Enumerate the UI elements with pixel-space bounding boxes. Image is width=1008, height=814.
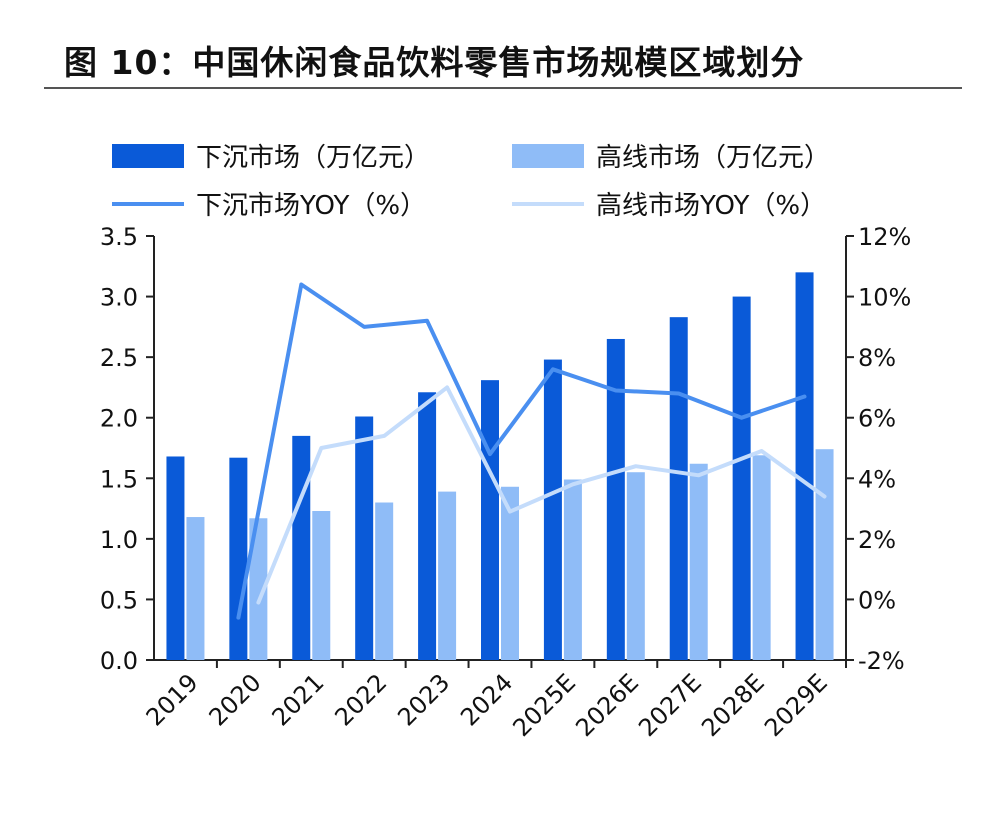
- x-tick-label: 2019: [141, 668, 204, 731]
- title-divider: [44, 87, 962, 89]
- bar-lower-tier: [732, 296, 751, 660]
- left-tick-label: 3.0: [100, 284, 138, 312]
- legend-label: 下沉市场YOY（%）: [196, 191, 426, 221]
- left-tick-label: 0.5: [100, 586, 138, 614]
- bar-higher-tier: [312, 510, 331, 660]
- bar-higher-tier: [438, 491, 457, 660]
- axes: 0.0 0.5 1.0 1.5 2.0 2.5 3.0 3.5 -2% 0% 2% 4% 6% 8% 10%…: [100, 223, 912, 675]
- legend: 下沉市场（万亿元） 高线市场（万亿元） 下沉市场YOY（%） 高线市场YOY（%）: [112, 143, 830, 221]
- bar-higher-tier: [689, 463, 708, 660]
- bar-higher-tier: [186, 517, 205, 660]
- x-tick-label: 2025E: [507, 668, 581, 742]
- lines: [236, 282, 827, 620]
- x-tick-label: 2027E: [633, 668, 707, 742]
- x-tick-label: 2028E: [696, 668, 770, 742]
- bar-lower-tier: [543, 359, 562, 660]
- x-tick-label: 2021: [267, 668, 330, 731]
- bar-lower-tier: [229, 457, 248, 660]
- bar-lower-tier: [669, 317, 688, 660]
- legend-label: 高线市场（万亿元）: [596, 143, 830, 173]
- bar-lower-tier: [292, 435, 311, 660]
- right-tick-label: 0%: [858, 586, 896, 614]
- line-higher-tier-yoy: [256, 385, 827, 605]
- x-tick-label: 2022: [329, 668, 392, 731]
- bars: [166, 272, 834, 660]
- left-tick-label: 0.0: [100, 647, 138, 675]
- x-tick-label: 2029E: [759, 668, 833, 742]
- right-tick-label: -2%: [858, 647, 905, 675]
- bar-higher-tier: [815, 449, 834, 660]
- bar-lower-tier: [481, 380, 499, 660]
- right-tick-label: 2%: [858, 526, 896, 554]
- left-tick-label: 2.5: [100, 344, 138, 372]
- bar-higher-tier: [626, 472, 645, 660]
- x-tick-label: 2026E: [570, 668, 644, 742]
- bar-higher-tier: [752, 455, 771, 660]
- bar-higher-tier: [563, 479, 582, 660]
- legend-swatch: [512, 144, 584, 168]
- left-tick-label: 1.5: [100, 465, 138, 493]
- legend-label: 高线市场YOY（%）: [596, 191, 826, 221]
- x-tick-label: 2023: [392, 668, 455, 731]
- right-tick-label: 4%: [858, 465, 896, 493]
- bar-higher-tier: [249, 518, 268, 660]
- legend-label: 下沉市场（万亿元）: [196, 143, 430, 173]
- x-axis-labels: 2019 2020 2021 2022 2023 20242025E2026E2027E2…: [141, 668, 833, 742]
- legend-swatch: [112, 144, 184, 168]
- left-tick-label: 2.0: [100, 405, 138, 433]
- line-lower-tier-yoy: [236, 282, 807, 620]
- left-tick-label: 3.5: [100, 223, 138, 251]
- bar-higher-tier: [501, 486, 519, 660]
- right-tick-label: 12%: [858, 223, 911, 251]
- right-tick-label: 10%: [858, 284, 911, 312]
- left-tick-label: 1.0: [100, 526, 138, 554]
- bar-higher-tier: [375, 502, 394, 660]
- bar-lower-tier: [418, 392, 437, 660]
- chart-title: 图 10：中国休闲食品饮料零售市场规模区域划分: [64, 43, 805, 82]
- bar-lower-tier: [166, 456, 185, 660]
- bar-lower-tier: [795, 272, 814, 660]
- bar-lower-tier: [355, 416, 374, 660]
- right-tick-label: 6%: [858, 405, 896, 433]
- right-tick-label: 8%: [858, 344, 896, 372]
- x-tick-label: 2020: [204, 668, 267, 731]
- bar-lower-tier: [606, 338, 625, 660]
